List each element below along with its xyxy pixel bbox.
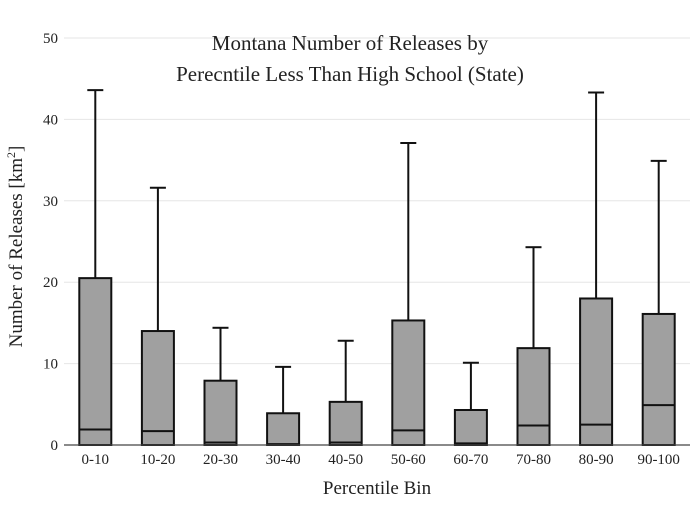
box-10-20 bbox=[140, 186, 175, 447]
box-30-40 bbox=[266, 365, 301, 446]
x-tick-label: 60-70 bbox=[453, 452, 488, 468]
x-tick-label: 20-30 bbox=[203, 452, 238, 468]
box-body bbox=[266, 412, 301, 446]
x-tick-label: 80-90 bbox=[579, 452, 614, 468]
box-body bbox=[328, 400, 363, 446]
x-tick-label: 10-20 bbox=[140, 452, 175, 468]
box-body bbox=[579, 297, 614, 447]
y-tick-label: 30 bbox=[43, 194, 58, 210]
box-body bbox=[516, 347, 551, 446]
x-tick-label: 70-80 bbox=[516, 452, 551, 468]
y-axis-label: Number of Releases [km2] bbox=[4, 146, 27, 348]
box-series bbox=[78, 89, 676, 447]
chart-title: Montana Number of Releases by Perecntile … bbox=[176, 31, 524, 86]
box-70-80 bbox=[516, 246, 551, 446]
box-90-100 bbox=[641, 159, 676, 447]
box-0-10 bbox=[78, 89, 113, 446]
box-80-90 bbox=[579, 91, 614, 447]
box-body bbox=[140, 330, 175, 447]
box-body bbox=[78, 277, 113, 446]
box-50-60 bbox=[391, 142, 426, 447]
x-tick-label: 30-40 bbox=[266, 452, 301, 468]
y-tick-label: 0 bbox=[51, 438, 59, 454]
box-body bbox=[391, 319, 426, 447]
y-tick-label: 20 bbox=[43, 275, 58, 291]
box-40-50 bbox=[328, 339, 363, 446]
axis-labels: 0-10 10-20 20-30 30-40 40-50 50-60 60-70 70-80 8… bbox=[4, 146, 680, 499]
axes: 0 10 20 30 40 50 bbox=[43, 31, 690, 454]
box-60-70 bbox=[453, 361, 488, 446]
x-tick-label: 0-10 bbox=[82, 452, 110, 468]
y-tick-label: 40 bbox=[43, 112, 58, 128]
chart-title-line: Montana Number of Releases by bbox=[212, 31, 489, 55]
y-tick-label: 50 bbox=[43, 31, 58, 47]
box-20-30 bbox=[203, 326, 238, 446]
box-body bbox=[203, 379, 238, 446]
x-axis-label: Percentile Bin bbox=[323, 478, 432, 499]
x-tick-label: 90-100 bbox=[637, 452, 680, 468]
box-body bbox=[453, 408, 488, 446]
y-tick-label: 10 bbox=[43, 357, 58, 373]
chart-title-line: Perecntile Less Than High School (State) bbox=[176, 62, 524, 86]
x-tick-label: 50-60 bbox=[391, 452, 426, 468]
box-body bbox=[641, 312, 676, 447]
x-tick-label: 40-50 bbox=[328, 452, 363, 468]
